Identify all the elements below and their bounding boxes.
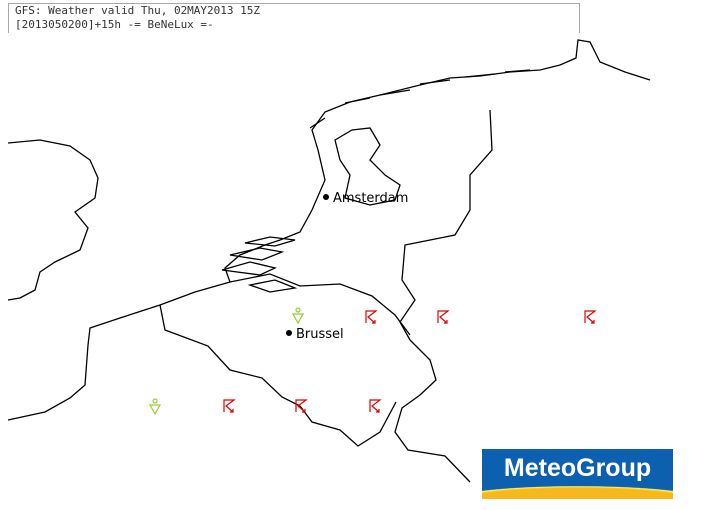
thunderstorm-icon <box>295 399 308 413</box>
be-fr-border <box>159 304 397 447</box>
logo-sun <box>482 483 673 499</box>
uk-coastline <box>7 139 99 301</box>
france-coastline <box>7 281 231 421</box>
be-nl-border <box>229 273 411 336</box>
shower-icon <box>291 307 305 325</box>
shower-icon <box>148 398 162 416</box>
header-title: GFS: Weather valid Thu, 02MAY2013 15Z <box>15 4 261 17</box>
thunderstorm-icon <box>437 310 450 324</box>
be-de-lux-border <box>394 339 471 483</box>
header-subtitle: [2013050200]+15h -= BeNeLux =- <box>15 18 214 31</box>
logo-text: MeteoGroup <box>503 454 652 482</box>
map-header: GFS: Weather valid Thu, 02MAY2013 15Z [2… <box>8 3 580 33</box>
wadden-islands <box>309 69 531 129</box>
zeeland-islands <box>221 236 298 293</box>
thunderstorm-icon <box>223 399 236 413</box>
benelux-coastline <box>224 39 651 283</box>
meteogroup-logo: MeteoGroup <box>482 449 673 499</box>
brussel-dot <box>286 330 292 336</box>
ijsselmeer <box>334 127 401 206</box>
thunderstorm-icon <box>584 310 597 324</box>
nl-de-border <box>399 109 493 341</box>
thunderstorm-icon <box>365 310 378 324</box>
city-label-amsterdam: Amsterdam <box>333 191 408 206</box>
weather-symbols <box>148 307 597 416</box>
city-label-brussel: Brussel <box>296 327 344 342</box>
thunderstorm-icon <box>369 399 382 413</box>
amsterdam-dot <box>323 194 329 200</box>
